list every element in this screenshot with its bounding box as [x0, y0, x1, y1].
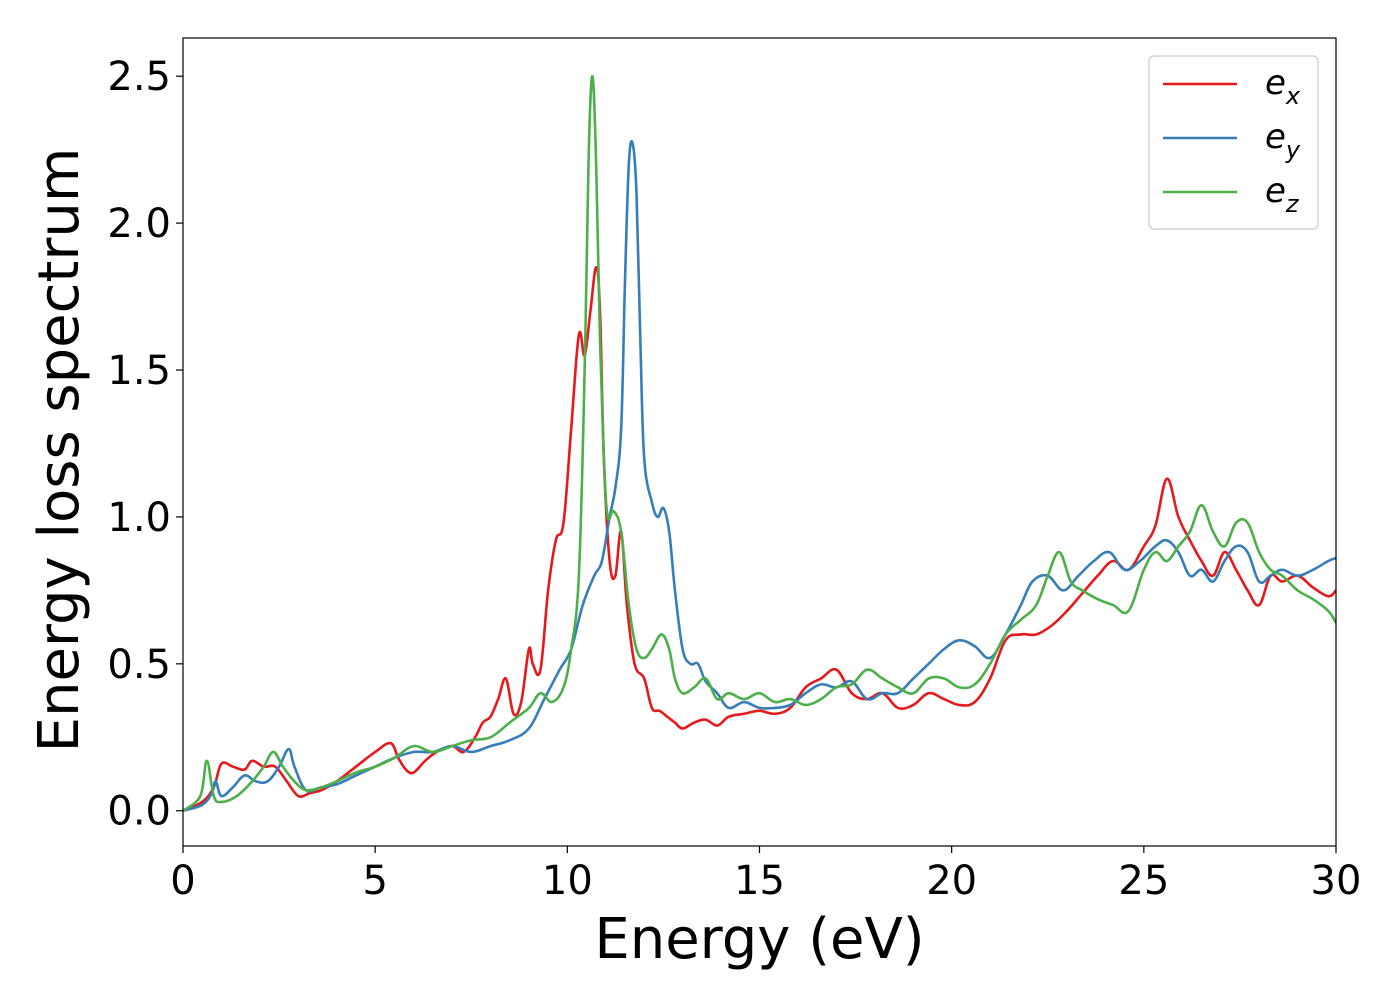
series-line-z [183, 74, 1336, 813]
y-axis-title: Energy loss spectrum [27, 148, 92, 753]
legend-label-z: ez [1265, 171, 1300, 218]
legend-label-base: e [1265, 63, 1286, 103]
x-axis-title: Energy (eV) [594, 907, 924, 972]
y-tick-label: 0.5 [107, 642, 171, 688]
legend-box [1148, 55, 1319, 230]
legend-label-y: ey [1265, 117, 1301, 164]
legend-label-base: e [1265, 171, 1286, 211]
x-tick-label: 30 [1311, 858, 1362, 904]
x-tick-label: 20 [926, 858, 977, 904]
legend-label-subscript: y [1285, 136, 1301, 164]
y-tick-label: 1.5 [107, 348, 171, 394]
series-layer [183, 74, 1336, 813]
x-tick-label: 25 [1118, 858, 1169, 904]
y-tick-label: 0.0 [107, 789, 171, 835]
x-tick-label: 5 [362, 858, 387, 904]
legend-label-subscript: x [1285, 82, 1301, 110]
legend-label-x: ex [1265, 63, 1301, 110]
tick-layer: 0 5 10 15 20 25 30 0.0 0.5 1.0 1.5 2.0 2.5 [107, 54, 1361, 904]
x-tick-label: 0 [170, 858, 195, 904]
y-tick-label: 2.0 [107, 201, 171, 247]
y-tick-label: 2.5 [107, 54, 171, 100]
legend-label-subscript: z [1285, 190, 1300, 218]
legend-label-base: e [1265, 117, 1286, 157]
x-tick-label: 10 [542, 858, 593, 904]
y-tick-label: 1.0 [107, 495, 171, 541]
x-tick-label: 15 [734, 858, 785, 904]
